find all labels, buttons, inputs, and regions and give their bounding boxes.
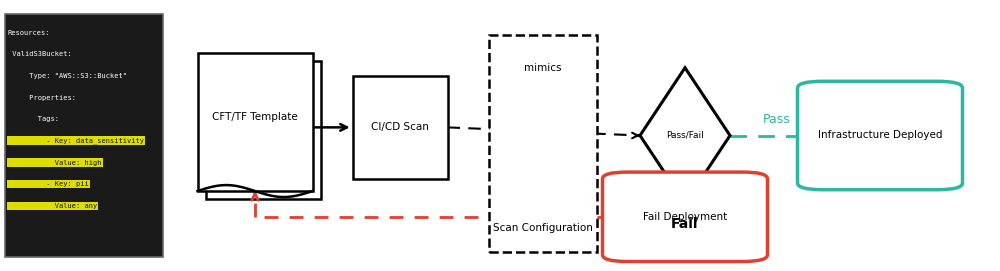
Text: - Key: pii: - Key: pii bbox=[8, 181, 89, 187]
FancyBboxPatch shape bbox=[206, 61, 320, 199]
FancyBboxPatch shape bbox=[798, 81, 962, 190]
Text: Pass/Fail: Pass/Fail bbox=[666, 131, 704, 140]
Polygon shape bbox=[640, 68, 730, 203]
FancyBboxPatch shape bbox=[489, 35, 597, 252]
Text: CI/CD Scan: CI/CD Scan bbox=[371, 122, 429, 132]
FancyBboxPatch shape bbox=[198, 53, 312, 191]
Text: Value: high: Value: high bbox=[8, 160, 102, 166]
Text: Infrastructure Deployed: Infrastructure Deployed bbox=[818, 131, 942, 140]
Text: Type: "AWS::S3::Bucket": Type: "AWS::S3::Bucket" bbox=[8, 73, 127, 79]
Text: Tags:: Tags: bbox=[8, 116, 59, 122]
Text: mimics: mimics bbox=[524, 63, 562, 73]
FancyBboxPatch shape bbox=[5, 14, 163, 257]
Text: ValidS3Bucket:: ValidS3Bucket: bbox=[8, 51, 72, 57]
Text: Properties:: Properties: bbox=[8, 95, 76, 101]
FancyBboxPatch shape bbox=[602, 172, 768, 262]
Text: CFT/TF Template: CFT/TF Template bbox=[212, 112, 298, 121]
Text: Fail Deployment: Fail Deployment bbox=[643, 212, 727, 222]
Text: - Key: data_sensitivity: - Key: data_sensitivity bbox=[8, 138, 144, 144]
Text: Pass: Pass bbox=[762, 113, 790, 126]
Text: Fail: Fail bbox=[671, 217, 699, 231]
Text: Resources:: Resources: bbox=[8, 30, 50, 36]
Text: Value: any: Value: any bbox=[8, 203, 97, 209]
Text: Scan Configuration: Scan Configuration bbox=[493, 223, 593, 233]
FancyBboxPatch shape bbox=[353, 76, 448, 179]
